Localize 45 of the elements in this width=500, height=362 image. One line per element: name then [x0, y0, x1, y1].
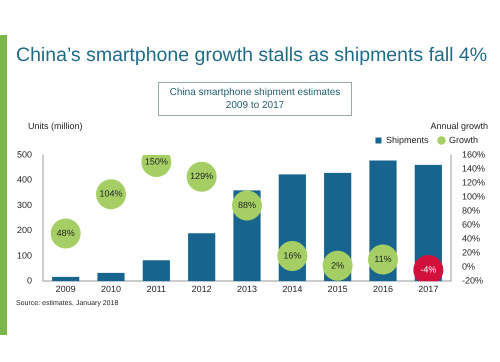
y-axis-title: Units (million): [28, 121, 83, 131]
data-label: 104%: [99, 188, 123, 199]
x-tick-label: 2016: [372, 284, 394, 294]
legend-label: Shipments: [386, 134, 429, 145]
y-tick-label: 400: [16, 174, 32, 185]
data-label: 129%: [190, 171, 214, 182]
bar: [52, 276, 80, 282]
data-label: -4%: [420, 264, 436, 274]
bar: [142, 260, 170, 282]
y2-tick-label: 80%: [462, 206, 480, 216]
y2-tick-label: 20%: [462, 248, 480, 258]
point: [322, 250, 353, 281]
y-tick-label: 100: [16, 250, 32, 260]
data-label: 88%: [238, 200, 256, 210]
bar: [97, 272, 125, 282]
y2-axis-title: Annual growth: [430, 121, 488, 131]
x-tick-label: 2013: [236, 284, 258, 294]
data-label: 150%: [144, 156, 168, 166]
y-tick-label: 300: [16, 200, 32, 210]
y2-tick-label: 40%: [462, 234, 480, 244]
data-label: 11%: [374, 254, 392, 264]
data-label: 2%: [331, 260, 344, 270]
y2-tick-label: -20%: [462, 276, 483, 286]
y-tick-label: 500: [16, 149, 32, 160]
chart-subtitle: China smartphone shipment estimates 2009 to 2017: [158, 82, 352, 116]
x-tick-label: 2012: [192, 284, 212, 294]
y2-tick-label: 0%: [462, 262, 475, 272]
x-tick-label: 2017: [418, 284, 438, 294]
legend-label: Growth: [448, 134, 478, 145]
y2-tick-label: 100%: [462, 192, 486, 202]
data-label: 16%: [283, 250, 302, 260]
x-tick-label: 2014: [282, 284, 302, 294]
y2-tick-label: 120%: [462, 178, 486, 188]
y2-tick-label: 60%: [462, 220, 480, 230]
y2-tick-label: 140%: [462, 164, 486, 174]
x-tick-label: 2009: [56, 284, 76, 294]
chart-title: China’s smartphone growth stalls as shipments fall 4%: [16, 44, 488, 67]
bar: [188, 233, 216, 282]
x-tick-label: 2015: [328, 284, 348, 294]
x-tick-label: 2010: [100, 284, 122, 294]
y-tick-label: 0: [27, 276, 32, 286]
data-label: 48%: [56, 228, 75, 238]
x-tick-label: 2011: [146, 284, 166, 294]
y-tick-label: 200: [16, 225, 32, 236]
y2-tick-label: 160%: [462, 149, 486, 160]
